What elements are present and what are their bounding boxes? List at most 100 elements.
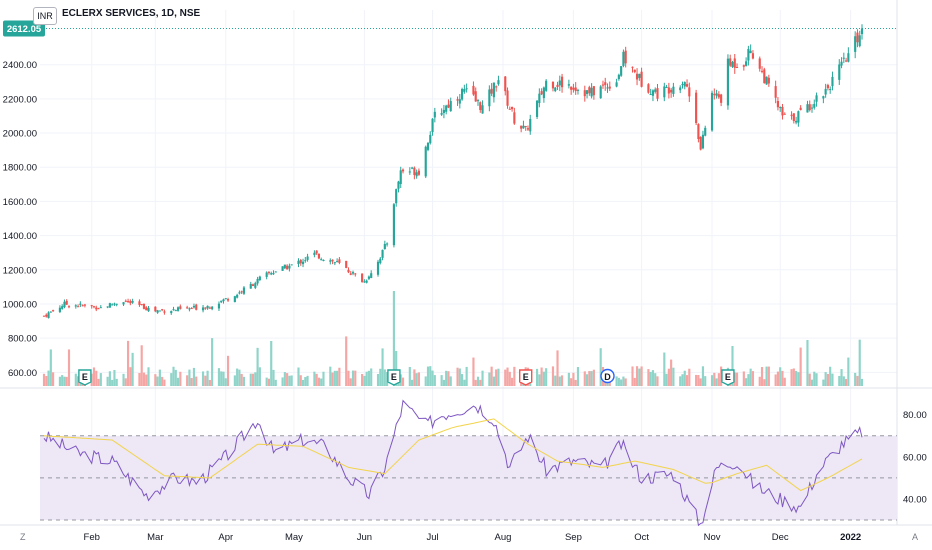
price-tick-label: 1200.00 [3, 265, 37, 276]
price-tick-label: 2400.00 [3, 60, 37, 71]
candle-body [822, 96, 825, 99]
candle-body [815, 95, 818, 102]
volume-bar [272, 369, 275, 386]
volume-bar [142, 372, 146, 386]
currency-badge[interactable]: INR [33, 7, 57, 25]
volume-bar [361, 373, 364, 386]
candle-body [313, 252, 316, 256]
volume-bar [824, 372, 827, 386]
volume-bar [813, 371, 816, 386]
volume-bar [179, 371, 182, 386]
candle-body [590, 87, 593, 97]
candle-body [270, 273, 273, 275]
candle-body [779, 107, 782, 109]
candle-body [776, 100, 780, 108]
candle-body [99, 307, 102, 309]
candle-body [456, 99, 459, 101]
volume-bar [492, 376, 495, 386]
candle-body [465, 88, 468, 90]
current-price-label: 2612.05 [7, 24, 42, 35]
volume-bar [370, 368, 373, 386]
volume-bar [465, 366, 468, 386]
candle-body [445, 105, 448, 112]
candle-body [795, 120, 798, 123]
volume-bar [415, 373, 418, 386]
volume-bar [656, 376, 659, 386]
volume-bar [635, 366, 639, 386]
rsi-line [43, 399, 863, 527]
candle-body [758, 58, 761, 69]
volume-bar [717, 373, 720, 386]
candle-body [745, 61, 748, 66]
candle-body [397, 181, 400, 189]
candle-body [567, 84, 570, 86]
volume-bar [588, 371, 591, 386]
volume-bar [790, 369, 793, 386]
volume-bar [192, 367, 196, 386]
event-marker-label: E [725, 372, 731, 382]
candle-body [606, 87, 609, 89]
candle-body [715, 93, 718, 96]
volume-bar [508, 371, 511, 386]
candle-body [474, 91, 477, 102]
candle-body [647, 84, 650, 93]
candle-body [283, 264, 286, 269]
volume-bar [476, 376, 480, 386]
volume-bar [665, 373, 668, 386]
candle-body [495, 86, 498, 88]
volume-bar [654, 373, 657, 386]
volume-bar [688, 368, 691, 386]
candle-body [717, 94, 720, 98]
candle-body [154, 306, 157, 312]
volume-bar [281, 377, 284, 386]
candle-body [354, 273, 357, 275]
candle-body [111, 304, 114, 306]
price-tick-label: 1800.00 [3, 163, 37, 174]
volume-bar [440, 375, 443, 386]
volume-bar [376, 373, 380, 386]
candle-body [649, 94, 652, 96]
volume-bar [392, 291, 396, 386]
candle-body [95, 307, 98, 310]
candle-body [156, 310, 159, 313]
volume-bar [458, 368, 461, 386]
candle-body [65, 300, 68, 305]
volume-bar [349, 378, 352, 386]
volume-bar [779, 367, 782, 386]
volume-bar [122, 373, 125, 386]
candle-body [186, 307, 189, 309]
candle-body [781, 106, 784, 116]
volume-bar [463, 379, 466, 386]
candle-body [635, 73, 639, 80]
candle-body [726, 58, 730, 106]
volume-bar [472, 357, 475, 386]
candle-body [92, 306, 96, 308]
volume-bar [560, 375, 564, 386]
auto-scale-button[interactable]: A [912, 532, 919, 542]
volume-bar [815, 373, 818, 386]
event-marker-label: D [604, 372, 611, 382]
candle-body [560, 76, 564, 88]
volume-bar [74, 373, 77, 386]
volume-bar [333, 370, 336, 386]
candle-body [813, 103, 816, 108]
candle-body [290, 264, 293, 266]
candle-body [824, 88, 827, 95]
time-tick-label: 2022 [840, 532, 861, 543]
timezone-button[interactable]: Z [20, 532, 26, 542]
candle-body [751, 53, 755, 59]
candle-body [545, 80, 548, 91]
candle-body [317, 253, 321, 259]
candle-body [799, 107, 802, 110]
candle-body [583, 90, 586, 97]
volume-bar [449, 376, 452, 386]
volume-bar [290, 375, 293, 386]
candle-body [306, 256, 309, 260]
time-tick-label: Feb [84, 532, 100, 543]
candle-body [615, 82, 618, 87]
candle-body [106, 306, 109, 308]
volume-bar [49, 349, 52, 386]
volume-bar [822, 379, 825, 386]
